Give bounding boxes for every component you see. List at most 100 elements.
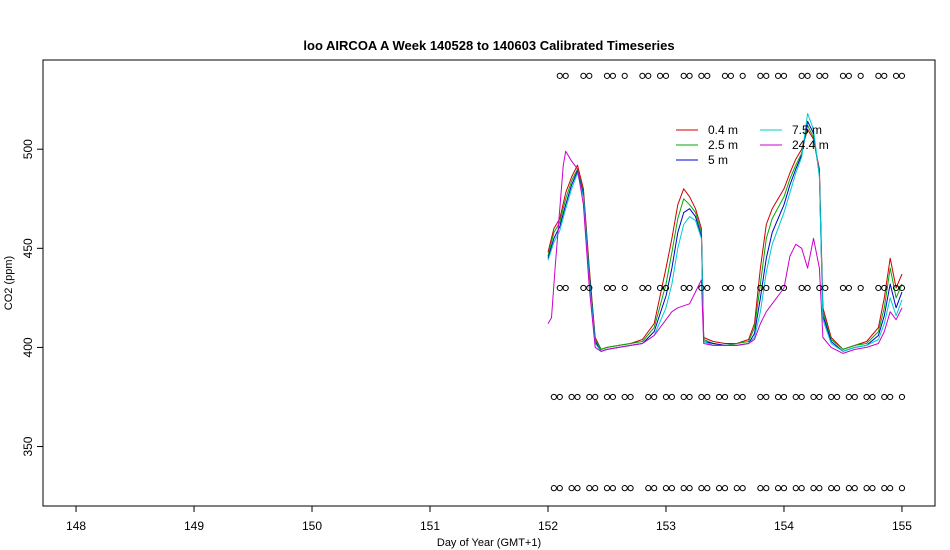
flag-marker	[704, 393, 711, 401]
flag-marker	[627, 393, 634, 401]
flag-marker	[774, 72, 782, 79]
plot-area-frame	[42, 59, 936, 507]
flag-marker	[645, 393, 652, 401]
flag-marker	[586, 284, 593, 292]
flag-marker	[651, 485, 658, 492]
flag-marker	[603, 485, 611, 492]
flag-marker	[686, 284, 693, 292]
flag-marker	[792, 485, 799, 492]
flag-marker	[686, 485, 693, 492]
flag-marker	[609, 284, 616, 292]
legend-label: 5 m	[708, 153, 728, 167]
flag-marker	[869, 393, 876, 401]
flag-marker	[733, 485, 740, 492]
flag-marker	[603, 284, 611, 292]
flag-marker	[763, 393, 770, 401]
flag-marker	[881, 72, 888, 79]
flag-marker	[704, 485, 711, 492]
x-axis-label: Day of Year (GMT+1)	[437, 537, 541, 549]
flag-marker	[881, 284, 888, 292]
flag-marker	[780, 485, 788, 492]
flag-marker	[721, 284, 729, 292]
flag-marker	[680, 284, 687, 292]
flag-marker	[609, 485, 616, 492]
flag-marker	[621, 284, 628, 292]
flag-marker	[780, 72, 788, 79]
flag-marker	[556, 485, 563, 492]
flag-marker	[568, 393, 575, 401]
flag-marker	[627, 485, 634, 492]
flag-marker	[568, 485, 575, 492]
flag-marker	[869, 485, 876, 492]
flag-marker	[680, 72, 687, 79]
flag-marker	[863, 393, 870, 401]
flag-marker	[857, 284, 864, 292]
flag-marker	[651, 393, 658, 401]
flag-marker	[580, 72, 587, 79]
flag-marker	[704, 284, 711, 292]
flag-marker	[621, 72, 628, 79]
flag-marker	[828, 393, 835, 401]
flag-marker	[816, 485, 823, 492]
flag-marker	[757, 393, 764, 401]
flag-marker	[721, 393, 729, 401]
flag-marker	[715, 485, 723, 492]
flag-marker	[603, 72, 611, 79]
flag-marker	[550, 393, 557, 401]
flag-marker	[863, 485, 870, 492]
x-tick-label: 149	[184, 519, 204, 533]
flag-marker	[757, 72, 764, 79]
series-layer	[547, 113, 903, 354]
flag-marker	[668, 485, 675, 492]
flag-marker	[881, 393, 888, 401]
flag-marker	[816, 393, 823, 401]
flag-marker	[810, 485, 817, 492]
flag-marker	[662, 485, 670, 492]
flag-marker	[574, 485, 581, 492]
flag-marker	[804, 72, 811, 79]
flag-marker	[757, 284, 764, 292]
flag-marker	[887, 393, 894, 401]
flag-marker	[609, 72, 616, 79]
flag-marker	[739, 485, 746, 492]
flag-marker	[698, 284, 705, 292]
flag-marker	[556, 72, 563, 79]
flag-marker	[739, 393, 746, 401]
flag-marker	[621, 393, 628, 401]
x-tick-label: 150	[302, 519, 322, 533]
flag-marker	[727, 284, 734, 292]
flag-marker	[774, 485, 782, 492]
flag-marker	[892, 284, 900, 292]
flag-marker	[780, 284, 788, 292]
flag-marker	[562, 284, 569, 292]
flag-marker	[798, 485, 805, 492]
flag-marker	[698, 393, 705, 401]
flag-marker	[592, 393, 599, 401]
flag-marker	[822, 72, 829, 79]
flag-marker	[875, 72, 882, 79]
legend: 0.4 m2.5 m5 m 7.5 m24.4 m	[676, 123, 829, 167]
flag-marker	[733, 393, 740, 401]
flag-marker	[586, 72, 593, 79]
flag-marker	[698, 72, 705, 79]
flag-marker	[550, 485, 557, 492]
flag-marker	[739, 284, 746, 292]
legend-label: 24.4 m	[792, 138, 829, 152]
flag-marker	[822, 284, 829, 292]
flag-marker	[816, 72, 823, 79]
flag-marker	[763, 284, 770, 292]
flag-marker	[898, 485, 906, 492]
legend-label: 2.5 m	[708, 138, 738, 152]
chart-title: loo AIRCOA A Week 140528 to 140603 Calib…	[303, 38, 674, 53]
x-tick-label: 155	[892, 519, 912, 533]
flag-marker	[828, 485, 835, 492]
flag-marker	[580, 284, 587, 292]
flag-marker	[845, 485, 852, 492]
flag-marker	[562, 72, 569, 79]
flag-marker	[774, 393, 782, 401]
x-axis: 148 149 150 151 152 153 154 155	[66, 506, 912, 533]
flag-marker	[792, 393, 799, 401]
flag-marker	[798, 72, 805, 79]
flag-marker	[763, 485, 770, 492]
flag-marker	[727, 72, 734, 79]
